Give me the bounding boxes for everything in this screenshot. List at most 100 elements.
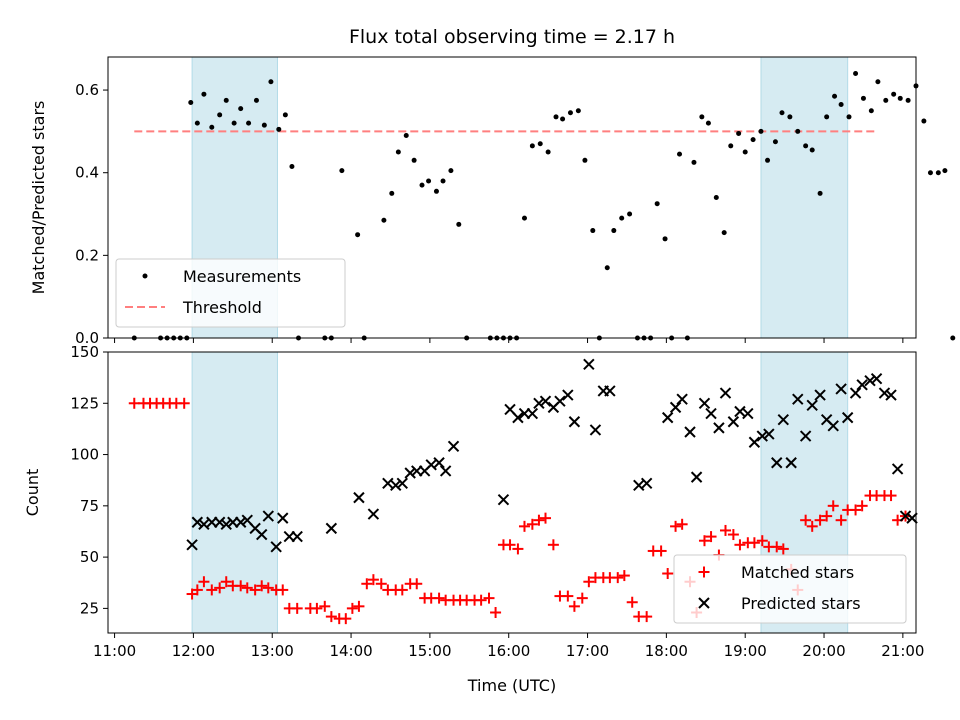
predicted-star-point-b: [234, 516, 247, 528]
predicted-star-point: [878, 387, 891, 399]
matched-star-point: [191, 584, 203, 596]
matched-star-point: [340, 613, 352, 625]
predicted-star-point: [799, 430, 812, 442]
chart-title: Flux total observing time = 2.17 h: [349, 26, 675, 48]
count-panel-frame: [107, 351, 917, 634]
measurement-point: [426, 178, 432, 184]
matched-star-point: [206, 584, 218, 596]
measurement-point: [590, 228, 596, 234]
predicted-star-point-b: [799, 430, 812, 442]
predicted-star-point-b: [756, 430, 768, 442]
matched-star-point: [626, 596, 638, 608]
predicted-star-point-b: [864, 375, 876, 387]
measurement-point: [403, 133, 409, 139]
matched-star-point: [533, 514, 545, 526]
matched-star-point: [806, 520, 818, 532]
matched-star-point: [526, 518, 538, 530]
matched-star-point: [547, 539, 559, 551]
x-tick-label: 17:00: [566, 642, 609, 660]
predicted-star-point: [899, 510, 912, 522]
matched-star-point: [727, 529, 739, 541]
predicted-star-point-b: [771, 457, 783, 469]
legend-predicted-x-b: [698, 597, 710, 609]
predicted-star-point-b: [291, 530, 303, 543]
measurement-point: [246, 120, 252, 126]
matched-stars-points: [128, 397, 911, 625]
predicted-star-point: [539, 395, 552, 407]
measurement-point: [705, 120, 711, 126]
measurement-point: [419, 182, 425, 188]
predicted-star-point-b: [497, 493, 510, 506]
measurement-point: [721, 230, 727, 236]
predicted-star-point: [835, 383, 847, 395]
predicted-star-point-b: [719, 387, 732, 399]
matched-star-point: [475, 594, 487, 606]
measurement-point: [433, 188, 439, 194]
matched-star-point: [518, 520, 530, 532]
predicted-star-point-b: [698, 397, 711, 409]
predicted-star-point-b: [878, 387, 891, 399]
matched-star-point: [540, 512, 552, 524]
predicted-star-point-b: [504, 403, 516, 416]
measurement-point: [448, 168, 454, 174]
predicted-star-point-b: [241, 514, 253, 526]
matched-star-point: [277, 584, 289, 596]
predicted-star-point: [213, 516, 226, 528]
predicted-star-point: [719, 387, 732, 399]
predicted-star-point-b: [533, 397, 545, 409]
predicted-star-point-b: [539, 395, 552, 407]
predicted-star-point: [583, 358, 595, 371]
matched-star-point: [262, 582, 274, 594]
predicted-star-point-b: [633, 479, 645, 492]
x-tick-label: 19:00: [724, 642, 767, 660]
measurement-point: [411, 157, 417, 163]
measurement-point: [824, 114, 830, 120]
matched-star-point: [583, 576, 595, 588]
matched-star-point: [490, 606, 502, 618]
x-tick-label: 12:00: [172, 642, 215, 660]
measurement-point: [223, 97, 229, 103]
observing-window-2: [760, 56, 849, 339]
x-tick-label: 14:00: [329, 642, 372, 660]
measurement-point: [339, 168, 345, 174]
predicted-star-point: [497, 493, 510, 506]
measurement-point: [529, 143, 535, 149]
matched-star-point: [214, 582, 226, 594]
count-panel-x-ticks: 11:00 12:00 13:00 14:00 15:00 16:00 17:00 18:00…: [93, 633, 924, 660]
predicted-star-point-b: [742, 407, 754, 420]
predicted-star-point-b: [856, 379, 868, 391]
measurement-point: [927, 170, 933, 176]
predicted-star-point: [806, 399, 818, 412]
measurement-point: [838, 102, 844, 108]
predicted-star-point: [191, 516, 204, 528]
matched-star-point: [641, 611, 653, 623]
predicted-star-point: [827, 420, 839, 432]
measurement-point: [381, 217, 387, 223]
predicted-star-point-b: [604, 385, 616, 397]
predicted-star-point: [676, 393, 688, 405]
predicted-star-point-b: [891, 463, 904, 475]
measurement-point: [619, 215, 625, 221]
predicted-star-point: [864, 375, 876, 387]
measurement-point: [891, 91, 897, 97]
predicted-star-point-b: [270, 541, 282, 553]
predicted-star-point: [690, 471, 703, 483]
measurement-point: [787, 114, 793, 120]
measurement-point: [545, 149, 551, 155]
measurement-point: [713, 195, 719, 200]
predicted-star-point-b: [425, 459, 437, 471]
x-tick-label: 11:00: [93, 642, 136, 660]
predicted-star-point-b: [396, 477, 409, 489]
measurement-point: [772, 139, 778, 145]
y-tick-label: 125: [70, 394, 99, 412]
measurement-point: [209, 124, 215, 130]
predicted-star-point: [891, 463, 904, 475]
predicted-star-point: [777, 413, 790, 426]
predicted-star-point: [439, 465, 452, 477]
x-tick-label: 16:00: [487, 642, 530, 660]
predicted-star-point-b: [589, 424, 602, 436]
measurement-point: [779, 110, 785, 116]
predicted-star-point-b: [526, 407, 539, 420]
measurement-point: [691, 159, 697, 165]
measurement-point: [654, 201, 660, 207]
